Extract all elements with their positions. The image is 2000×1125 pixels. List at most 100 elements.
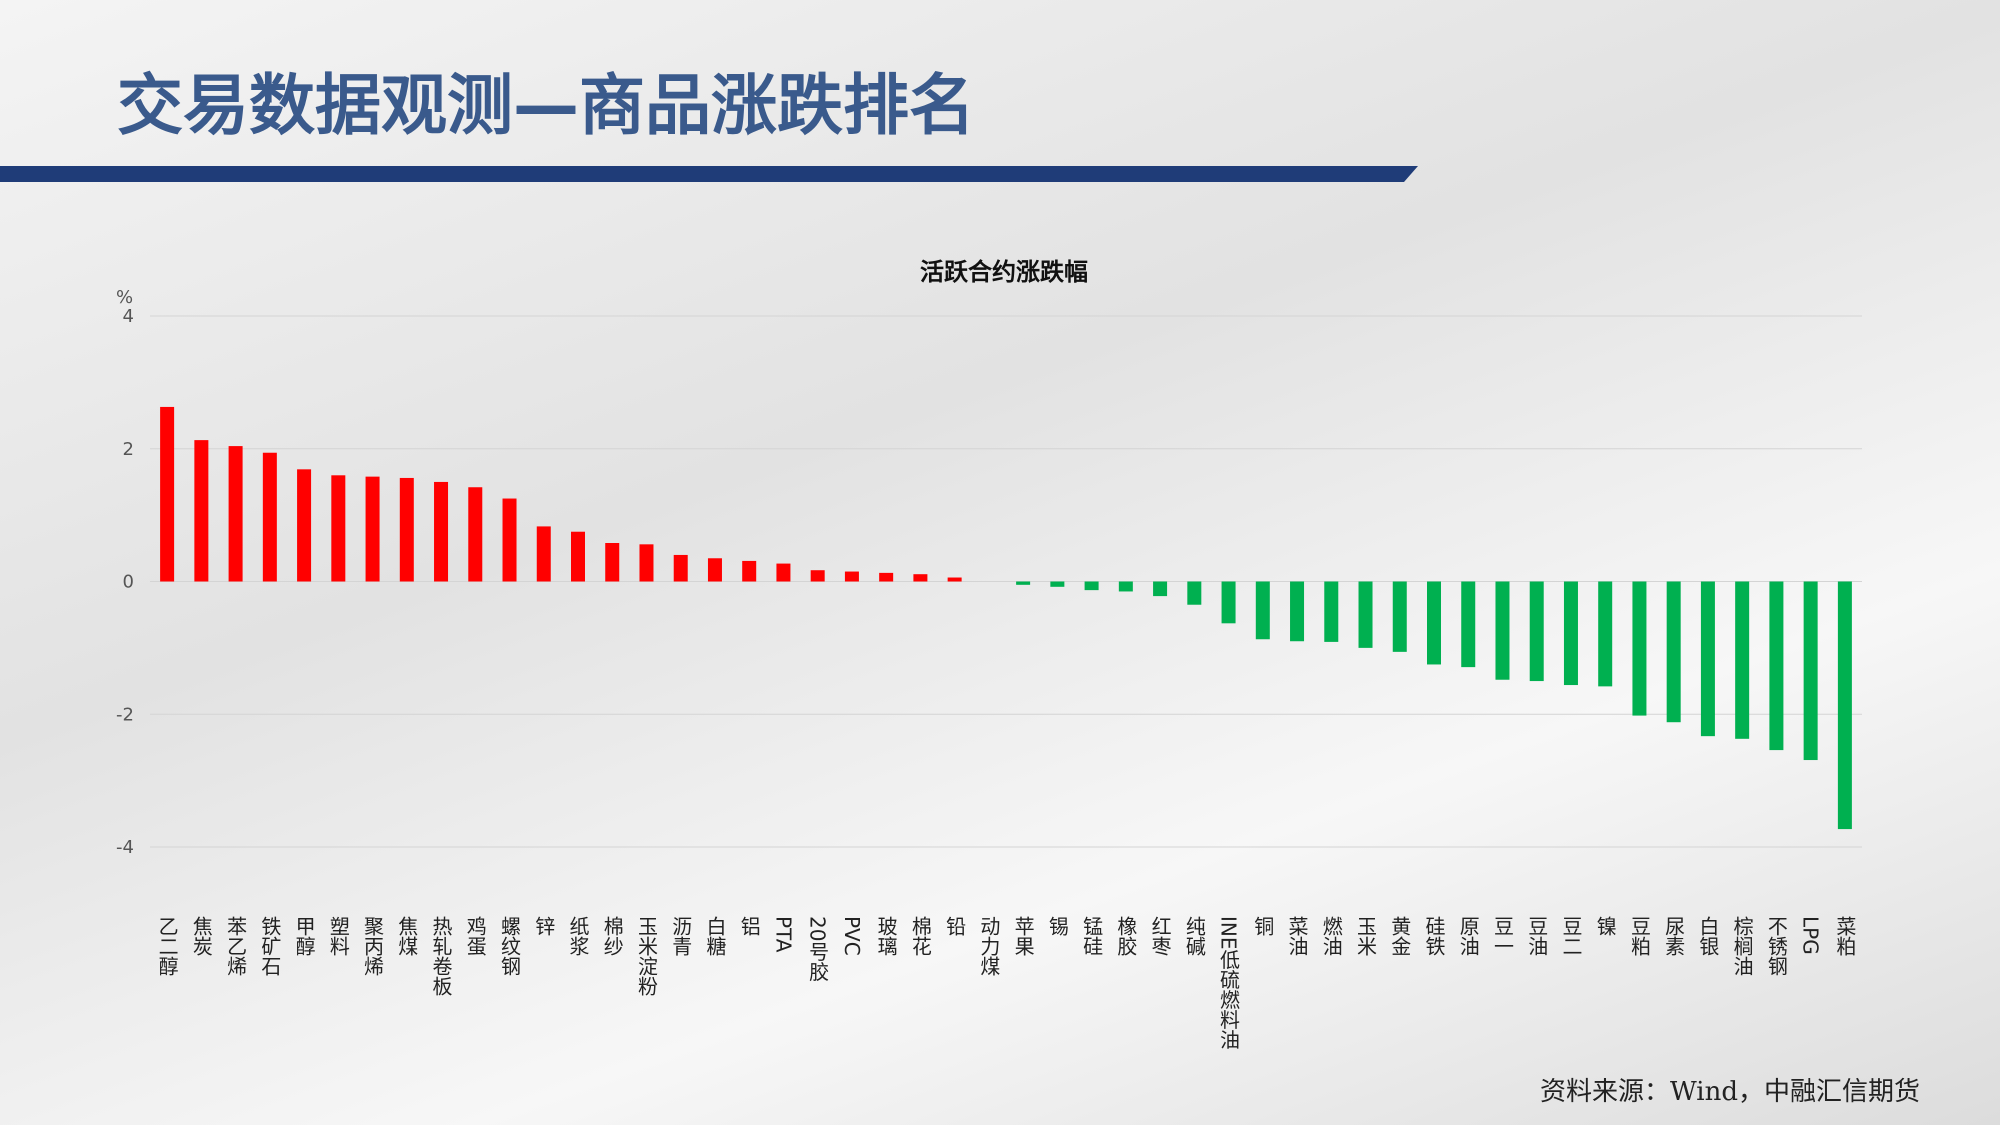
bar: [1084, 581, 1099, 591]
bar: [1769, 581, 1784, 751]
x-tick-label: 苯乙烯: [224, 916, 248, 976]
bar: [1221, 581, 1236, 624]
x-tick-label: 红枣: [1148, 916, 1172, 956]
bar: [1187, 581, 1202, 605]
bar: [879, 572, 894, 582]
x-tick-label: 焦炭: [189, 916, 213, 956]
bar: [1666, 581, 1681, 723]
x-tick-label: 橡胶: [1114, 916, 1138, 956]
bar: [1529, 581, 1544, 682]
bar: [228, 446, 243, 582]
x-tick-label: 豆一: [1490, 916, 1514, 956]
x-tick-label: 焦煤: [395, 916, 419, 956]
x-tick-label: 原油: [1456, 916, 1480, 956]
x-tick-label: 铜: [1251, 916, 1275, 936]
y-tick-label: -4: [116, 837, 134, 858]
y-unit: %: [116, 287, 133, 308]
x-tick-label: 镍: [1593, 916, 1617, 936]
x-tick-label: 铁矿石: [258, 916, 282, 976]
bar: [1495, 581, 1510, 680]
bar: [844, 571, 859, 582]
bar: [434, 481, 449, 582]
x-tick-label: 苹果: [1011, 916, 1035, 956]
x-tick-label: 玉米: [1354, 916, 1378, 956]
x-tick-label: 锡: [1045, 916, 1069, 936]
x-tick-label: 豆粕: [1627, 916, 1651, 956]
x-tick-label: 菜油: [1285, 916, 1309, 956]
x-tick-label: 白银: [1696, 916, 1720, 956]
bar: [947, 577, 962, 582]
x-tick-label: 白糖: [703, 916, 727, 956]
bar: [399, 477, 414, 582]
y-tick-label: 0: [123, 572, 134, 593]
x-tick-label: 20号胶: [806, 916, 830, 981]
bar: [468, 487, 483, 582]
bar: [297, 469, 312, 582]
x-tick-label: 纯碱: [1182, 916, 1206, 956]
x-tick-label: 玉米淀粉: [634, 916, 658, 996]
x-tick-label: 乙二醇: [155, 916, 179, 976]
bar: [1427, 581, 1441, 665]
bar: [1563, 581, 1578, 686]
x-tick-label: 硅铁: [1422, 916, 1446, 956]
x-tick-label: 锌: [532, 916, 556, 936]
bar: [502, 498, 517, 582]
x-tick-label: 菜粕: [1833, 916, 1857, 956]
bar: [194, 440, 209, 582]
bar: [1153, 581, 1168, 597]
bar: [1803, 581, 1818, 761]
y-tick-label: 4: [123, 306, 134, 327]
x-tick-label: INE低硫燃料油: [1217, 916, 1241, 1050]
y-tick-label: -2: [116, 704, 134, 725]
x-tick-label: 尿素: [1662, 916, 1686, 956]
bar: [262, 452, 277, 582]
x-tick-label: 鸡蛋: [463, 916, 487, 956]
bar: [571, 531, 585, 582]
bar: [1016, 581, 1031, 585]
x-tick-label: PVC: [840, 916, 864, 956]
bar: [639, 544, 654, 582]
x-tick-label: 不锈钢: [1764, 916, 1788, 976]
x-tick-label: 纸浆: [566, 916, 590, 956]
x-tick-label: 豆油: [1525, 916, 1549, 956]
bar: [707, 558, 722, 582]
bar: [1700, 581, 1715, 737]
x-tick-label: 塑料: [326, 916, 350, 956]
bar: [1461, 581, 1476, 668]
x-tick-label: 黄金: [1388, 916, 1412, 956]
x-tick-label: 沥青: [669, 916, 693, 956]
x-tick-label: PTA: [771, 916, 795, 953]
bar: [742, 560, 757, 582]
header-band: [0, 166, 1418, 182]
bar: [1598, 581, 1613, 687]
y-tick-label: 2: [123, 439, 134, 460]
bar: [1050, 581, 1065, 587]
x-tick-label: LPG: [1799, 916, 1823, 955]
x-tick-label: 热轧卷板: [429, 916, 453, 996]
bar: [365, 476, 380, 582]
x-tick-label: 棕榈油: [1730, 916, 1754, 976]
x-tick-label: 锰硅: [1080, 916, 1104, 956]
x-tick-label: 棉花: [908, 916, 932, 956]
x-tick-label: 铝: [737, 916, 761, 936]
bar: [673, 554, 688, 582]
bar: [913, 574, 928, 582]
bar: [1118, 581, 1133, 592]
x-tick-label: 豆二: [1559, 916, 1583, 956]
bar: [1324, 581, 1339, 642]
x-tick-label: 燃油: [1319, 916, 1343, 956]
bar: [1632, 581, 1647, 716]
x-tick-label: 玻璃: [874, 916, 898, 956]
x-tick-label: 螺纹钢: [498, 916, 522, 976]
bar: [1255, 581, 1270, 640]
bar: [1837, 581, 1852, 830]
chart-title: 活跃合约涨跌幅: [920, 258, 1088, 286]
bar: [536, 526, 551, 582]
bar: [1358, 581, 1373, 648]
source-note: 资料来源：Wind，中融汇信期货: [1540, 1077, 1920, 1107]
bar: [1290, 581, 1305, 642]
bar: [331, 475, 346, 582]
slide-title: 交易数据观测—商品涨跌排名: [117, 67, 975, 144]
